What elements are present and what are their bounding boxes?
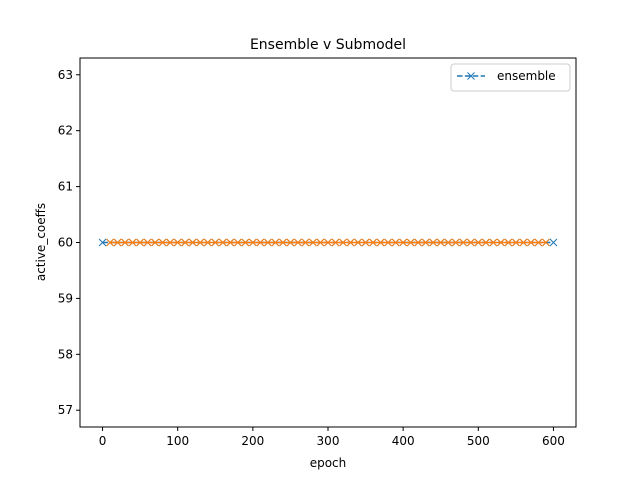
data-point bbox=[429, 238, 438, 247]
data-point bbox=[158, 238, 167, 247]
data-point bbox=[421, 238, 430, 247]
data-point bbox=[226, 238, 235, 247]
y-axis: 57 58 59 60 61 62 63 bbox=[58, 68, 80, 417]
data-point bbox=[286, 238, 295, 247]
data-point bbox=[474, 238, 483, 247]
series-series-1 bbox=[106, 238, 550, 247]
x-tick-label: 300 bbox=[317, 434, 340, 448]
data-point bbox=[151, 238, 160, 247]
data-point bbox=[549, 238, 558, 247]
data-point bbox=[361, 238, 370, 247]
x-tick-label: 400 bbox=[392, 434, 415, 448]
data-point bbox=[316, 238, 325, 247]
data-point bbox=[301, 238, 310, 247]
x-tick-label: 600 bbox=[542, 434, 565, 448]
data-point bbox=[113, 238, 122, 247]
data-point bbox=[512, 238, 520, 247]
series-layer bbox=[98, 238, 558, 247]
data-point bbox=[121, 238, 129, 247]
y-tick-label: 63 bbox=[58, 68, 73, 82]
data-point bbox=[203, 238, 212, 247]
data-point bbox=[256, 238, 265, 247]
data-point bbox=[324, 238, 332, 247]
data-point bbox=[481, 238, 490, 247]
data-point bbox=[399, 238, 408, 247]
data-point bbox=[143, 238, 152, 247]
data-point bbox=[489, 238, 498, 247]
y-tick-label: 57 bbox=[58, 403, 73, 417]
x-tick-label: 500 bbox=[467, 434, 490, 448]
data-point bbox=[339, 238, 347, 247]
data-point bbox=[271, 238, 280, 247]
data-point bbox=[106, 238, 114, 247]
data-point bbox=[98, 238, 107, 247]
data-point bbox=[218, 238, 227, 247]
data-point bbox=[136, 238, 144, 247]
data-point bbox=[248, 238, 257, 247]
x-tick-label: 200 bbox=[241, 434, 264, 448]
data-point bbox=[542, 238, 550, 247]
x-axis: 0 100 200 300 400 500 600 bbox=[99, 427, 565, 448]
y-tick-label: 61 bbox=[58, 180, 73, 194]
data-point bbox=[181, 238, 190, 247]
data-point bbox=[444, 238, 453, 247]
data-point bbox=[264, 238, 272, 247]
data-point bbox=[459, 238, 468, 247]
data-point bbox=[436, 238, 445, 247]
data-point bbox=[369, 238, 377, 247]
x-axis-label: epoch bbox=[310, 456, 347, 470]
data-point bbox=[391, 238, 400, 247]
data-point bbox=[496, 238, 505, 247]
y-tick-label: 62 bbox=[58, 124, 73, 138]
data-point bbox=[309, 238, 317, 247]
data-point bbox=[504, 238, 513, 247]
data-point bbox=[331, 238, 340, 247]
data-point bbox=[534, 238, 543, 247]
data-point bbox=[466, 238, 475, 247]
data-point bbox=[294, 238, 302, 247]
data-point bbox=[233, 238, 242, 247]
legend-marker-ensemble bbox=[467, 72, 475, 80]
legend-frame bbox=[450, 63, 571, 92]
legend: ensemble bbox=[450, 63, 571, 92]
legend-marker-x bbox=[467, 72, 475, 80]
y-tick-label: 60 bbox=[58, 236, 73, 250]
y-tick-label: 58 bbox=[58, 347, 73, 361]
data-point bbox=[527, 238, 535, 247]
data-point bbox=[188, 238, 197, 247]
data-point bbox=[346, 238, 355, 247]
data-point bbox=[196, 238, 205, 247]
x-tick-label: 0 bbox=[99, 434, 107, 448]
data-point bbox=[128, 238, 137, 247]
data-point bbox=[241, 238, 250, 247]
data-point bbox=[354, 238, 362, 247]
y-tick-label: 59 bbox=[58, 291, 73, 305]
data-point bbox=[173, 238, 182, 247]
chart-title: Ensemble v Submodel bbox=[250, 37, 406, 53]
legend-label-ensemble: ensemble bbox=[497, 69, 556, 83]
data-point bbox=[279, 238, 287, 247]
data-point bbox=[384, 238, 392, 247]
data-point bbox=[414, 238, 423, 247]
data-point bbox=[406, 238, 415, 247]
data-point bbox=[519, 238, 528, 247]
y-axis-label: active_coeffs bbox=[34, 203, 48, 281]
x-tick-label: 100 bbox=[166, 434, 189, 448]
data-point bbox=[166, 238, 175, 247]
data-point bbox=[376, 238, 385, 247]
data-point bbox=[451, 238, 460, 247]
data-point bbox=[211, 238, 220, 247]
